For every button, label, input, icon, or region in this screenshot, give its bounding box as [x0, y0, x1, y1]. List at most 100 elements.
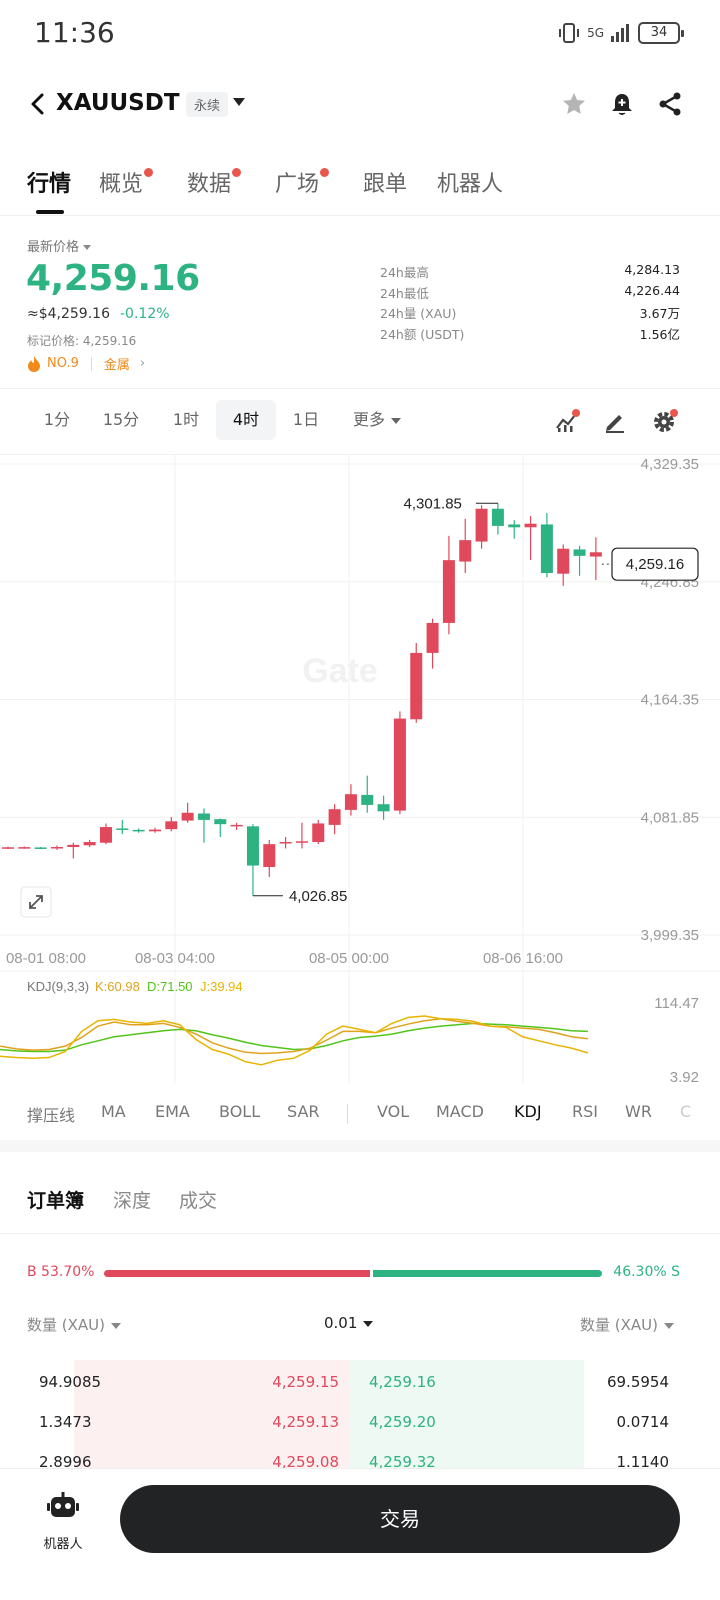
indicator-sar[interactable]: SAR [287, 1102, 320, 1121]
star-icon[interactable] [560, 90, 588, 118]
indicator-kdj[interactable]: KDJ [514, 1102, 542, 1121]
tab-market[interactable]: 行情 [27, 172, 72, 197]
interval-1m[interactable]: 1分 [43, 410, 71, 429]
candle-body [524, 523, 537, 528]
candle-body [344, 794, 357, 810]
section-gap [0, 1140, 720, 1152]
indicator-wr[interactable]: WR [625, 1102, 652, 1121]
tab-overview[interactable]: 概览 [99, 166, 154, 198]
stat-row: 24h额 (USDT) 1.56亿 [380, 326, 680, 342]
candle-body [50, 847, 63, 849]
candle-body [197, 813, 210, 820]
buy-ratio: B 53.70% [27, 1264, 95, 1280]
pair-name[interactable]: XAUUSDT [56, 90, 180, 116]
gear-icon[interactable] [652, 408, 678, 434]
change-percent: -0.12% [120, 306, 170, 322]
bid-qty-header[interactable]: 数量 (XAU) [27, 1314, 121, 1335]
orderbook-row[interactable]: 1.3473 4,259.13 4,259.20 0.0714 [0, 1400, 720, 1440]
candlestick-chart[interactable]: Gate4,329.354,246.854,164.354,081.853,99… [0, 454, 720, 1094]
ratio-bar-sell [373, 1270, 602, 1277]
indicator-bar: 撑压线 MA EMA BOLL SAR VOL MACD KDJ RSI WR … [0, 1096, 720, 1130]
indicator-support-resistance[interactable]: 撑压线 [27, 1106, 76, 1125]
indicator-rsi[interactable]: RSI [572, 1102, 598, 1121]
y-tick-label: 4,164.35 [641, 692, 699, 709]
battery-icon: 34 [638, 22, 684, 44]
tab-bots[interactable]: 机器人 [437, 172, 504, 197]
interval-15m[interactable]: 15分 [102, 410, 140, 429]
candle-body [361, 794, 374, 805]
candle-body [116, 828, 129, 830]
divider [90, 356, 92, 371]
chevron-right-icon: › [139, 356, 146, 371]
back-icon[interactable] [26, 90, 50, 118]
tab-trades[interactable]: 成交 [179, 1190, 218, 1212]
indicator-settings-icon[interactable] [554, 408, 580, 434]
y-tick-label: 3,999.35 [641, 927, 699, 944]
category-label: 金属 [103, 358, 130, 373]
chevron-down-icon[interactable] [233, 98, 245, 106]
candle-body [410, 652, 423, 720]
interval-4h[interactable]: 4时 [216, 400, 276, 440]
kdj-y-tick-label: 114.47 [654, 995, 699, 1012]
tab-depth[interactable]: 深度 [113, 1190, 152, 1212]
ticker-panel: 最新价格 4,259.16 ≈$4,259.16 -0.12% 标记价格: 4,… [0, 232, 720, 382]
kdj-d-value: D:71.50 [147, 979, 193, 994]
status-bar: 11:36 5G 34 [0, 0, 720, 66]
ask-price: 4,259.20 [369, 1413, 436, 1431]
bell-icon[interactable] [608, 90, 636, 118]
ask-qty-header[interactable]: 数量 (XAU) [580, 1314, 674, 1335]
x-tick-label: 08-06 16:00 [483, 950, 563, 967]
status-icons: 5G 34 [557, 20, 684, 46]
latest-price-label[interactable]: 最新价格 [27, 236, 92, 255]
divider [347, 1104, 348, 1124]
divider [0, 388, 720, 389]
rank-row[interactable]: NO.9 金属 › [27, 354, 145, 373]
robot-label: 机器人 [43, 1537, 83, 1552]
nav-header: XAUUSDT 永续 [0, 72, 720, 136]
y-tick-label: 4,081.85 [641, 809, 699, 826]
caret-down-icon [111, 1322, 121, 1329]
interval-bar: 1分 15分 1时 4时 1日 更多 [0, 398, 720, 444]
tab-copy-trading[interactable]: 跟单 [363, 172, 408, 197]
tab-data[interactable]: 数据 [187, 166, 242, 198]
trade-button[interactable]: 交易 [120, 1485, 680, 1553]
indicator-ma[interactable]: MA [101, 1102, 126, 1121]
orderbook-row[interactable]: 2.8996 4,259.08 4,259.32 1.1140 [0, 1440, 720, 1470]
robot-icon [47, 1492, 79, 1517]
expand-icon [29, 895, 43, 909]
indicator-more[interactable]: C [680, 1102, 692, 1121]
precision-select[interactable]: 0.01 [324, 1314, 374, 1332]
kline-chart[interactable]: Gate 4,329.35 4,246.85 4,164.35 4,081.85 3,99… [0, 454, 720, 1094]
candle-body [557, 548, 570, 574]
draw-tool-icon[interactable] [602, 408, 628, 434]
share-icon[interactable] [656, 90, 684, 118]
mark-price: 标记价格: 4,259.16 [27, 334, 137, 348]
contract-type-tag: 永续 [186, 92, 229, 117]
tab-square[interactable]: 广场 [275, 166, 330, 198]
caret-down-icon [363, 1320, 374, 1327]
candle-body [132, 829, 145, 832]
candle-body [491, 508, 504, 526]
main-tabs: 行情 概览 数据 广场 跟单 机器人 [0, 160, 720, 216]
interval-1d[interactable]: 1日 [292, 410, 320, 429]
tab-orderbook[interactable]: 订单簿 [27, 1190, 85, 1212]
robot-button[interactable]: 机器人 [30, 1489, 96, 1557]
bid-qty: 2.8996 [39, 1453, 92, 1470]
orderbook-row[interactable]: 94.9085 4,259.15 4,259.16 69.5954 [0, 1360, 720, 1400]
sell-ratio: 46.30% S [613, 1264, 680, 1280]
candle-body [475, 508, 488, 542]
kdj-j-value: J:39.94 [200, 979, 243, 994]
ratio-bar [104, 1270, 602, 1277]
candle-body [377, 804, 390, 812]
bid-price: 4,259.08 [272, 1453, 339, 1470]
interval-1h[interactable]: 1时 [172, 410, 200, 429]
bid-qty: 1.3473 [39, 1413, 92, 1431]
network-type: 5G [587, 26, 604, 40]
indicator-vol[interactable]: VOL [377, 1102, 410, 1121]
interval-more[interactable]: 更多 [344, 400, 410, 440]
rank-label: NO.9 [47, 356, 79, 371]
indicator-ema[interactable]: EMA [155, 1102, 190, 1121]
indicator-boll[interactable]: BOLL [219, 1102, 261, 1121]
kdj-label: KDJ(9,3,3) [27, 979, 89, 994]
indicator-macd[interactable]: MACD [436, 1102, 484, 1121]
